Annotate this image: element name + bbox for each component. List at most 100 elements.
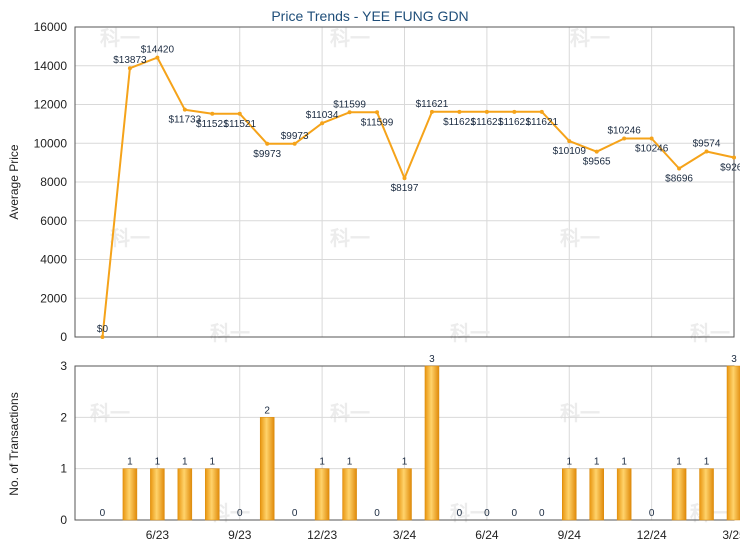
transactions-count-label: 0 xyxy=(512,508,518,519)
x-tick-label: 9/23 xyxy=(228,528,252,542)
transactions-bar xyxy=(699,468,714,521)
transactions-bar xyxy=(342,468,357,521)
price-tick-label: 4000 xyxy=(40,253,67,267)
price-point xyxy=(622,136,627,141)
x-tick-label: 12/24 xyxy=(637,528,667,542)
watermark: 科一 xyxy=(690,321,730,345)
transactions-count-label: 1 xyxy=(621,457,627,468)
price-data-label: $11621 xyxy=(471,117,504,128)
transactions-bar xyxy=(177,468,193,521)
transactions-count-label: 1 xyxy=(319,457,325,468)
price-point xyxy=(347,110,352,115)
price-data-label: $8696 xyxy=(665,174,693,185)
transactions-bar xyxy=(726,365,740,521)
price-data-label: $11034 xyxy=(306,110,339,121)
price-tick-label: 16000 xyxy=(34,20,68,34)
price-data-label: $8197 xyxy=(391,183,419,194)
watermark: 科一 xyxy=(450,321,490,345)
transactions-bar xyxy=(424,365,440,521)
watermark: 科一 xyxy=(330,401,370,425)
transactions-bar xyxy=(122,468,138,521)
transactions-panel: 0 1 2 3 6/23 9/23 12/23 3/24 6/24 9/24 12/24 3/25 0 1… xyxy=(60,354,740,542)
price-data-label: $11599 xyxy=(333,99,366,110)
price-point xyxy=(677,166,682,171)
transactions-count-label: 0 xyxy=(374,508,380,519)
watermark: 科一 xyxy=(90,401,130,425)
price-data-label: $11621 xyxy=(416,99,449,110)
transactions-count-label: 1 xyxy=(127,457,133,468)
transactions-count-label: 0 xyxy=(100,508,106,519)
price-tick-label: 10000 xyxy=(34,136,68,150)
price-point xyxy=(484,109,489,114)
watermark: 科一 xyxy=(570,26,610,50)
transactions-bar xyxy=(205,468,220,521)
transactions-bar xyxy=(259,417,275,521)
price-data-label: $9973 xyxy=(281,131,309,142)
price-data-label: $10246 xyxy=(607,125,641,136)
price-data-label: $14420 xyxy=(141,45,175,56)
transactions-tick-label: 1 xyxy=(60,462,67,476)
watermark: 科一 xyxy=(330,26,370,50)
transactions-count-label: 1 xyxy=(594,457,600,468)
transactions-count-label: 0 xyxy=(457,508,463,519)
transactions-count-label: 0 xyxy=(292,508,298,519)
transactions-count-label: 0 xyxy=(649,508,655,519)
transactions-count-label: 1 xyxy=(182,457,188,468)
price-tick-label: 12000 xyxy=(34,98,68,112)
transactions-count-label: 3 xyxy=(429,354,435,365)
transactions-count-label: 2 xyxy=(264,405,270,416)
price-data-label: $11599 xyxy=(361,117,394,128)
price-point xyxy=(457,109,462,114)
transactions-count-label: 1 xyxy=(155,457,161,468)
watermark: 科一 xyxy=(210,321,250,345)
watermark: 科一 xyxy=(110,226,150,250)
price-data-label: $9973 xyxy=(253,149,281,160)
x-tick-label: 3/24 xyxy=(393,528,417,542)
price-point xyxy=(182,107,187,112)
transactions-count-label: 1 xyxy=(704,457,710,468)
price-data-label: $9264 xyxy=(720,163,740,174)
price-point xyxy=(320,121,325,126)
price-point xyxy=(429,109,434,114)
price-series-line xyxy=(101,56,735,338)
transactions-bar xyxy=(671,468,687,521)
price-tick-label: 6000 xyxy=(40,214,67,228)
transactions-tick-label: 0 xyxy=(60,513,67,527)
price-point xyxy=(210,111,215,116)
price-data-label: $11621 xyxy=(498,117,531,128)
transactions-bar xyxy=(150,468,165,521)
price-data-label: $10109 xyxy=(553,146,587,157)
transactions-count-label: 1 xyxy=(676,457,682,468)
price-point xyxy=(100,335,105,339)
transactions-count-label: 1 xyxy=(402,457,408,468)
price-data-label: $11733 xyxy=(169,115,202,126)
price-point xyxy=(567,139,572,144)
transactions-bar xyxy=(616,468,632,521)
price-data-label: $9574 xyxy=(693,139,721,150)
price-point xyxy=(265,141,270,146)
price-point xyxy=(732,155,736,160)
price-axis-label: Average Price xyxy=(7,144,21,219)
price-point xyxy=(649,136,654,141)
price-tick-label: 14000 xyxy=(34,59,68,73)
price-point xyxy=(402,176,407,181)
transactions-count-label: 3 xyxy=(731,354,737,365)
transactions-count-label: 0 xyxy=(237,508,243,519)
transactions-bar xyxy=(397,468,412,521)
transactions-bar xyxy=(589,468,604,521)
watermark: 科一 xyxy=(560,401,600,425)
price-data-label: $11521 xyxy=(196,119,229,130)
x-tick-label: 6/23 xyxy=(146,528,170,542)
price-data-label: $11621 xyxy=(525,117,558,128)
x-tick-label: 9/24 xyxy=(558,528,582,542)
watermark: 科一 xyxy=(100,26,140,50)
transactions-count-label: 1 xyxy=(210,457,216,468)
price-data-label: $10246 xyxy=(635,143,669,154)
price-point xyxy=(237,111,242,116)
price-tick-label: 0 xyxy=(60,330,67,344)
price-data-label: $13873 xyxy=(113,55,147,66)
price-tick-label: 2000 xyxy=(40,291,67,305)
price-plot-frame xyxy=(74,26,735,338)
price-data-label: $0 xyxy=(97,324,109,335)
x-tick-label: 3/25 xyxy=(722,528,740,542)
